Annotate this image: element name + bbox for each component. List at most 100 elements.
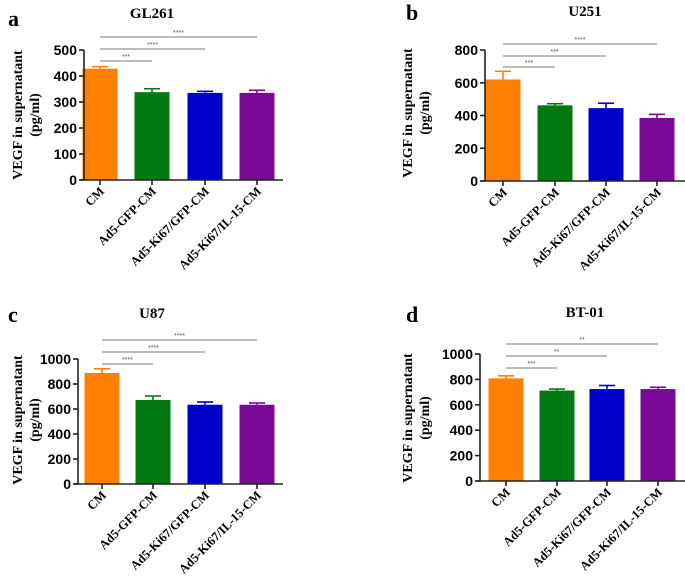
bar-ad5-gfp-cm — [134, 92, 170, 180]
y-axis-label: VEGF in supernatant (pg/ml) — [11, 355, 43, 485]
significance-bracket: *** — [506, 361, 557, 369]
significance-label: *** — [122, 54, 130, 61]
y-tick-label: 800 — [455, 42, 479, 58]
error-bar — [92, 65, 108, 69]
significance-label: ** — [554, 349, 560, 356]
significance-label: **** — [122, 357, 133, 364]
chart-title: U251 — [568, 4, 601, 20]
bar-cm — [485, 79, 521, 181]
significance-bracket: *** — [503, 49, 606, 57]
significance-bracket: *** — [503, 60, 555, 68]
error-bar — [650, 386, 666, 390]
significance-label: *** — [525, 60, 533, 67]
error-bar — [94, 367, 110, 373]
error-bar — [249, 89, 265, 93]
error-bar — [197, 401, 213, 405]
x-tick-label: CM — [84, 488, 109, 513]
error-bar — [649, 113, 665, 118]
error-bar — [498, 375, 514, 379]
panel-d: d BT-01 VEGF in supernatant (pg/ml) 0 200 400 6… — [401, 302, 685, 573]
y-axis-label: VEGF in supernatant (pg/ml) — [11, 50, 43, 180]
significance-label: **** — [174, 333, 185, 340]
bar-ad5-ki67-il-15-cm — [239, 404, 275, 484]
bar-ad5-ki67-gfp-cm — [588, 108, 624, 181]
error-bar — [249, 402, 265, 405]
significance-label: **** — [575, 37, 586, 44]
y-tick-label: 800 — [48, 376, 72, 392]
chart-title: BT-01 — [566, 305, 605, 321]
y-tick-label: 200 — [455, 140, 479, 156]
error-bar — [145, 395, 161, 400]
y-tick-label: 600 — [48, 401, 72, 417]
y-tick-label: 300 — [54, 94, 78, 110]
panel-letter: c — [8, 302, 18, 327]
error-bar — [197, 90, 213, 93]
y-tick-label: 200 — [450, 448, 474, 464]
y-tick-label: 400 — [455, 108, 479, 124]
significance-bracket: **** — [503, 37, 657, 45]
significance-bracket: ** — [506, 337, 658, 345]
significance-label: **** — [173, 30, 184, 37]
significance-label: *** — [550, 49, 558, 56]
significance-bracket: **** — [100, 30, 257, 38]
y-tick-label: 0 — [69, 172, 77, 188]
y-tick-label: 0 — [465, 473, 473, 489]
significance-bracket: **** — [100, 42, 205, 50]
significance-bracket: **** — [102, 345, 205, 353]
y-tick-label: 600 — [455, 75, 479, 91]
bar-cm — [488, 378, 524, 481]
error-bar — [598, 102, 614, 109]
panel-letter: a — [8, 6, 19, 31]
error-bar — [599, 384, 615, 390]
bar-ad5-gfp-cm — [537, 105, 573, 181]
bar-cm — [82, 68, 118, 180]
y-tick-label: 0 — [470, 173, 478, 189]
panel-c: c U87 VEGF in supernatant (pg/ml) 0 200 400 600… — [8, 302, 283, 576]
error-bar — [495, 70, 511, 80]
chart-title: U87 — [139, 306, 165, 322]
y-tick-label: 1000 — [40, 351, 71, 367]
bar-ad5-ki67-il-15-cm — [639, 117, 675, 181]
error-bar — [144, 87, 160, 93]
y-tick-label: 1000 — [442, 346, 473, 362]
y-tick-label: 500 — [54, 42, 78, 58]
chart-title: GL261 — [130, 6, 174, 22]
x-tick-label: CM — [82, 184, 107, 209]
panel-b: b U251 VEGF in supernatant (pg/ml) 0 200 400 60… — [401, 0, 685, 273]
y-tick-label: 600 — [450, 397, 474, 413]
bar-cm — [84, 373, 120, 484]
significance-bracket: ** — [506, 349, 607, 357]
significance-bracket: **** — [102, 357, 153, 365]
panel-letter: b — [406, 0, 418, 25]
x-tick-label: CM — [485, 185, 510, 210]
y-tick-label: 100 — [54, 146, 78, 162]
y-tick-label: 0 — [63, 476, 71, 492]
y-tick-label: 400 — [54, 68, 78, 84]
bar-ad5-ki67-gfp-cm — [589, 389, 625, 481]
bar-ad5-ki67-gfp-cm — [187, 404, 223, 484]
x-tick-label: CM — [488, 485, 513, 510]
bar-ad5-gfp-cm — [539, 390, 575, 481]
y-axis-label: VEGF in supernatant (pg/ml) — [401, 48, 433, 178]
y-tick-label: 400 — [48, 426, 72, 442]
error-bar — [549, 388, 565, 391]
significance-label: **** — [148, 345, 159, 352]
bar-ad5-gfp-cm — [135, 400, 171, 484]
y-tick-label: 400 — [450, 422, 474, 438]
y-tick-label: 200 — [54, 120, 78, 136]
panel-letter: d — [406, 302, 418, 327]
bar-ad5-ki67-il-15-cm — [640, 389, 676, 481]
bar-ad5-ki67-il-15-cm — [239, 92, 275, 180]
significance-bracket: *** — [100, 54, 152, 62]
y-axis-label: VEGF in supernatant (pg/ml) — [401, 353, 433, 483]
significance-label: *** — [527, 361, 535, 368]
significance-bracket: **** — [102, 333, 257, 341]
error-bar — [547, 102, 563, 106]
y-tick-label: 800 — [450, 371, 474, 387]
significance-label: ** — [579, 337, 585, 344]
panel-a: a GL261 VEGF in supernatant (pg/ml) 0 100 200 3… — [8, 6, 283, 272]
bar-ad5-ki67-gfp-cm — [187, 92, 223, 180]
significance-label: **** — [147, 42, 158, 49]
y-tick-label: 200 — [48, 451, 72, 467]
